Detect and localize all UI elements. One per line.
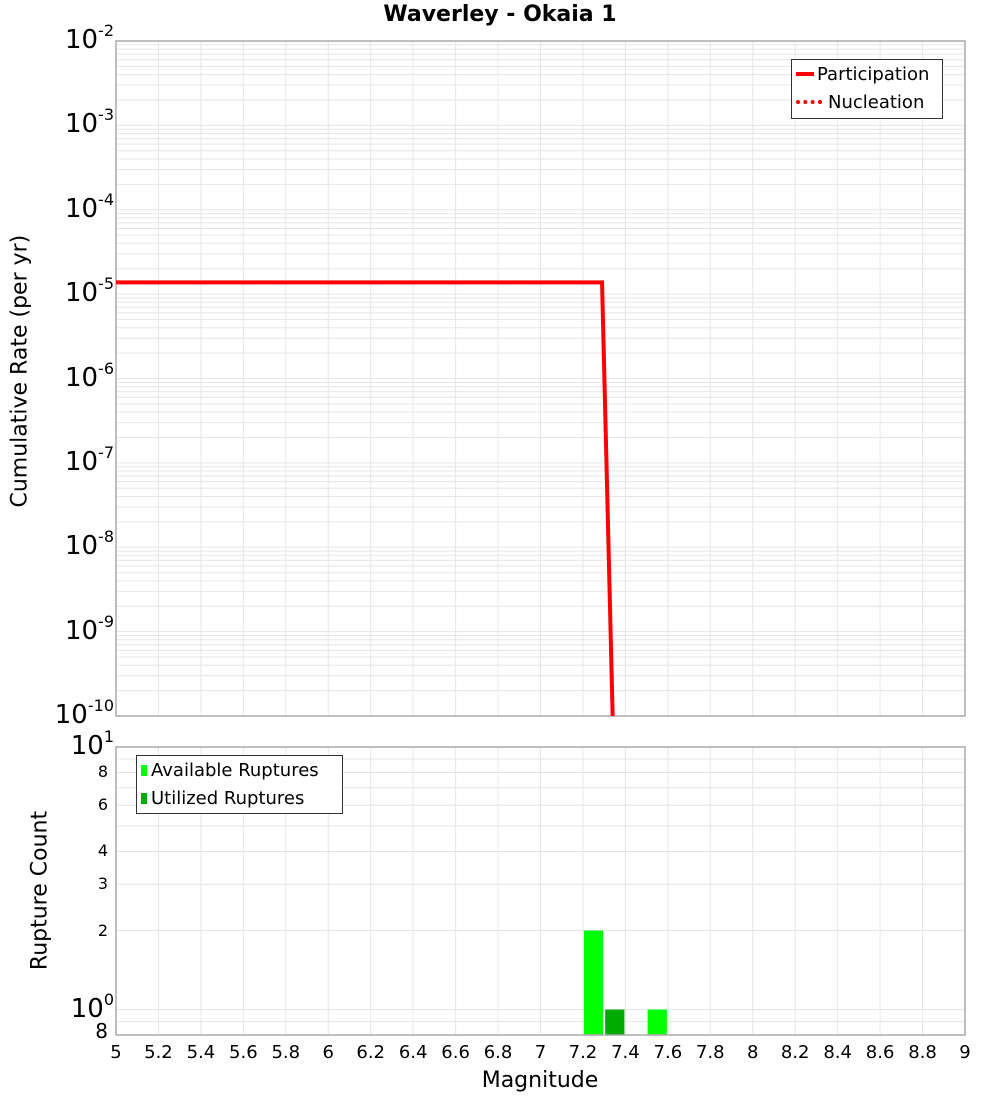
top-grid bbox=[116, 41, 965, 716]
x-tick-label: 8.8 bbox=[908, 1042, 937, 1063]
x-tick-label: 8.6 bbox=[865, 1042, 895, 1063]
x-tick-label: 7.8 bbox=[695, 1042, 725, 1063]
series-nucleation bbox=[116, 281, 614, 717]
legend-label: Nucleation bbox=[828, 91, 925, 113]
x-tick-label: 5.2 bbox=[144, 1042, 173, 1063]
x-tick-label: 6 bbox=[322, 1042, 334, 1063]
solid-line-swatch-icon bbox=[796, 72, 814, 76]
x-tick-label: 8 bbox=[747, 1042, 759, 1063]
bottom-plot-frame bbox=[115, 746, 966, 1036]
x-tick-label: 8.4 bbox=[823, 1042, 852, 1063]
legend-label: Available Ruptures bbox=[151, 759, 319, 781]
x-tick-label: 7.4 bbox=[611, 1042, 640, 1063]
x-tick-label: 5.6 bbox=[229, 1042, 258, 1063]
bar-available-ruptures bbox=[583, 930, 604, 1035]
x-tick-label: 9 bbox=[959, 1042, 971, 1063]
x-tick-label: 6.2 bbox=[356, 1042, 386, 1063]
rupture-bars bbox=[583, 930, 667, 1035]
y-tick-label: 10-8 bbox=[64, 527, 114, 562]
legend-label: Participation bbox=[817, 63, 930, 85]
x-tick-label: 6.6 bbox=[441, 1042, 470, 1063]
bottom-legend: Available Ruptures Utilized Ruptures bbox=[136, 755, 343, 814]
y-tick-label: 100 bbox=[70, 989, 114, 1024]
legend-label: Utilized Ruptures bbox=[151, 787, 305, 809]
y-tick-label: 10-10 bbox=[54, 696, 114, 730]
x-tick-label: 5 bbox=[110, 1042, 122, 1063]
x-tick-label: 8.2 bbox=[780, 1042, 810, 1063]
y-tick-label: 6 bbox=[97, 795, 108, 815]
y-tick-label: 2 bbox=[97, 920, 108, 940]
x-tick-label: 5.4 bbox=[186, 1042, 216, 1063]
y-tick-label: 8 bbox=[97, 762, 108, 782]
legend-item-available: Available Ruptures bbox=[137, 756, 342, 784]
x-axis-label: Magnitude bbox=[481, 1068, 599, 1093]
y-tick-label: 10-3 bbox=[64, 105, 114, 140]
y-tick-label: 3 bbox=[97, 874, 108, 894]
rate-lines bbox=[116, 280, 615, 717]
y-tick-label: 10-9 bbox=[64, 611, 114, 646]
y-tick-label: 4 bbox=[97, 841, 108, 861]
x-tick-label: 6.8 bbox=[483, 1042, 513, 1063]
y-tick-label: 101 bbox=[70, 727, 114, 761]
y-tick-label: 10-4 bbox=[64, 189, 114, 224]
available-swatch-icon bbox=[141, 764, 147, 776]
legend-item-participation: Participation bbox=[792, 60, 942, 88]
series-participation bbox=[116, 280, 615, 717]
y-tick-label: 10-7 bbox=[64, 442, 114, 477]
top-legend: Participation Nucleation bbox=[791, 59, 943, 119]
y-tick-label: 10-6 bbox=[64, 358, 114, 393]
legend-item-utilized: Utilized Ruptures bbox=[137, 784, 342, 812]
x-tick-label: 7 bbox=[534, 1042, 547, 1063]
x-tick-label: 6.4 bbox=[398, 1042, 428, 1063]
utilized-swatch-icon bbox=[141, 792, 147, 804]
bar-utilized-ruptures bbox=[605, 1009, 625, 1035]
y-tick-label: 10-5 bbox=[64, 274, 114, 309]
dotted-line-swatch-icon bbox=[796, 100, 822, 104]
x-tick-label: 7.6 bbox=[653, 1042, 683, 1063]
y-tick-label: 8 bbox=[95, 1019, 108, 1043]
x-tick-label: 7.2 bbox=[568, 1042, 598, 1063]
chart-title: Waverley - Okaia 1 bbox=[383, 2, 617, 27]
bar-available-ruptures bbox=[647, 1009, 667, 1035]
legend-item-nucleation: Nucleation bbox=[792, 88, 942, 116]
x-tick-label: 5.8 bbox=[271, 1042, 301, 1063]
top-plot-frame bbox=[115, 40, 966, 717]
y-tick-label: 10-2 bbox=[64, 21, 114, 55]
